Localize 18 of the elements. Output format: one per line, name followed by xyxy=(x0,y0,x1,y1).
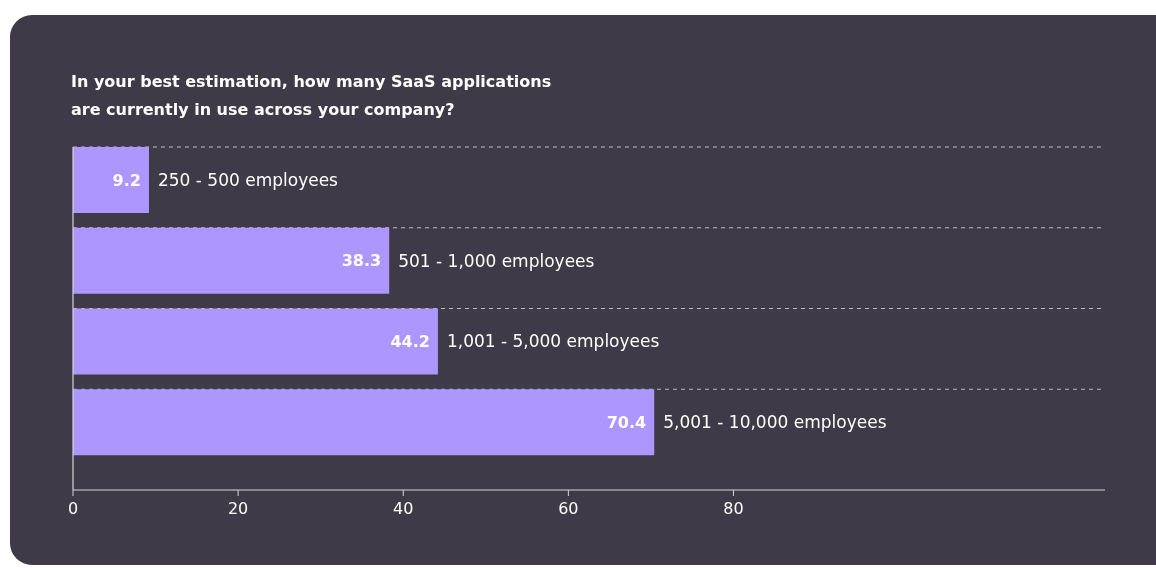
data-label: 9.2 xyxy=(112,170,141,190)
bar xyxy=(73,389,655,456)
y-tick-label: 250 - 500 employees xyxy=(157,169,339,190)
x-tick-label: 40 xyxy=(393,499,414,518)
y-tick-label: 501 - 1,000 employees xyxy=(398,250,595,271)
y-tick-label: 5,001 - 10,000 employees xyxy=(663,412,887,433)
data-label: 70.4 xyxy=(606,412,647,432)
y-tick-label: 1,001 - 5,000 employees xyxy=(446,331,660,352)
x-tick-label: 0 xyxy=(67,499,79,518)
chart-title: In your best estimation, how many SaaS applications are currently in use across your company? xyxy=(71,72,552,119)
x-tick-label: 80 xyxy=(723,499,744,518)
bar xyxy=(73,308,438,375)
x-tick-label: 20 xyxy=(227,499,249,518)
data-label: 44.2 xyxy=(390,332,430,352)
x-tick-label: 60 xyxy=(558,499,579,518)
bar xyxy=(73,147,149,213)
data-label: 38.3 xyxy=(341,251,382,271)
bar xyxy=(73,227,390,294)
